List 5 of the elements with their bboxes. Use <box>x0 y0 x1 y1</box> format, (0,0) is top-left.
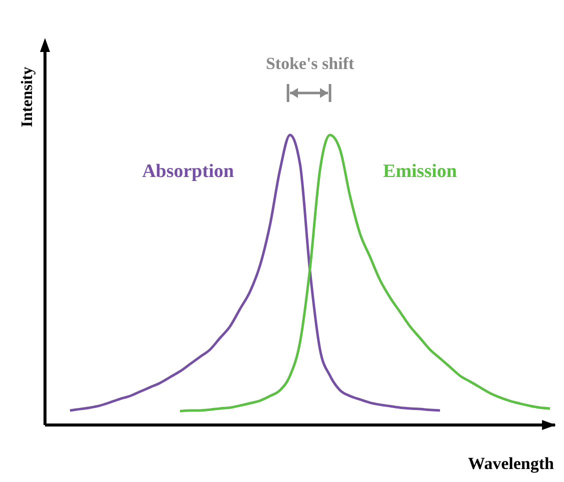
text: Absorption <box>141 161 235 183</box>
x-axis-title: Wavelength <box>468 454 554 474</box>
series-label: Emission <box>382 161 458 183</box>
text: Stoke's shift <box>264 54 356 74</box>
y-axis-title: Intensity <box>19 66 37 130</box>
